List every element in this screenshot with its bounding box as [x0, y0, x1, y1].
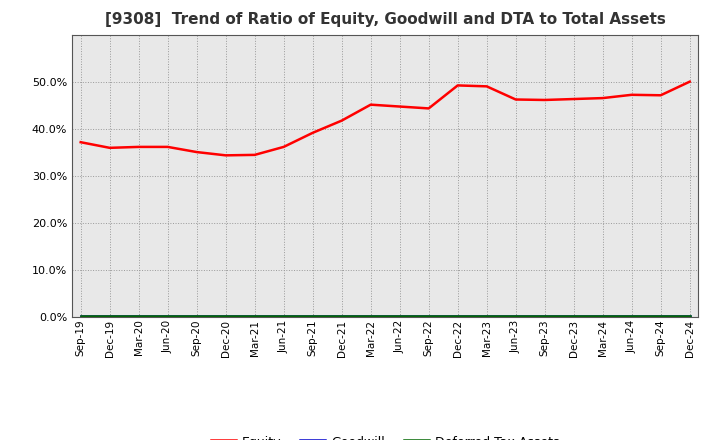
Goodwill — [366, 314, 375, 319]
Deferred Tax Assets — [511, 314, 520, 319]
Equity — [76, 139, 85, 145]
Deferred Tax Assets — [454, 314, 462, 319]
Deferred Tax Assets — [105, 314, 114, 319]
Deferred Tax Assets — [366, 314, 375, 319]
Goodwill — [424, 314, 433, 319]
Goodwill — [163, 314, 172, 319]
Deferred Tax Assets — [338, 314, 346, 319]
Equity — [541, 97, 549, 103]
Deferred Tax Assets — [192, 314, 201, 319]
Deferred Tax Assets — [657, 314, 665, 319]
Deferred Tax Assets — [279, 314, 288, 319]
Equity — [105, 145, 114, 150]
Goodwill — [251, 314, 259, 319]
Deferred Tax Assets — [308, 314, 317, 319]
Title: [9308]  Trend of Ratio of Equity, Goodwill and DTA to Total Assets: [9308] Trend of Ratio of Equity, Goodwil… — [105, 12, 665, 27]
Equity — [279, 144, 288, 150]
Equity — [395, 104, 404, 109]
Goodwill — [598, 314, 607, 319]
Equity — [570, 96, 578, 102]
Equity — [511, 97, 520, 102]
Goodwill — [454, 314, 462, 319]
Goodwill — [541, 314, 549, 319]
Deferred Tax Assets — [598, 314, 607, 319]
Goodwill — [308, 314, 317, 319]
Deferred Tax Assets — [135, 314, 143, 319]
Deferred Tax Assets — [685, 314, 694, 319]
Equity — [192, 150, 201, 155]
Goodwill — [135, 314, 143, 319]
Goodwill — [279, 314, 288, 319]
Equity — [221, 153, 230, 158]
Deferred Tax Assets — [76, 314, 85, 319]
Equity — [338, 118, 346, 123]
Equity — [482, 84, 491, 89]
Deferred Tax Assets — [570, 314, 578, 319]
Goodwill — [570, 314, 578, 319]
Deferred Tax Assets — [163, 314, 172, 319]
Goodwill — [657, 314, 665, 319]
Equity — [627, 92, 636, 97]
Deferred Tax Assets — [627, 314, 636, 319]
Equity — [163, 144, 172, 150]
Goodwill — [627, 314, 636, 319]
Deferred Tax Assets — [482, 314, 491, 319]
Line: Equity: Equity — [81, 82, 690, 155]
Goodwill — [482, 314, 491, 319]
Equity — [366, 102, 375, 107]
Equity — [657, 93, 665, 98]
Goodwill — [105, 314, 114, 319]
Equity — [308, 130, 317, 136]
Equity — [424, 106, 433, 111]
Equity — [135, 144, 143, 150]
Goodwill — [511, 314, 520, 319]
Equity — [454, 83, 462, 88]
Deferred Tax Assets — [251, 314, 259, 319]
Equity — [598, 95, 607, 101]
Deferred Tax Assets — [541, 314, 549, 319]
Goodwill — [76, 314, 85, 319]
Legend: Equity, Goodwill, Deferred Tax Assets: Equity, Goodwill, Deferred Tax Assets — [206, 430, 564, 440]
Goodwill — [221, 314, 230, 319]
Deferred Tax Assets — [395, 314, 404, 319]
Deferred Tax Assets — [424, 314, 433, 319]
Goodwill — [685, 314, 694, 319]
Equity — [251, 152, 259, 158]
Goodwill — [395, 314, 404, 319]
Goodwill — [192, 314, 201, 319]
Deferred Tax Assets — [221, 314, 230, 319]
Equity — [685, 79, 694, 84]
Goodwill — [338, 314, 346, 319]
